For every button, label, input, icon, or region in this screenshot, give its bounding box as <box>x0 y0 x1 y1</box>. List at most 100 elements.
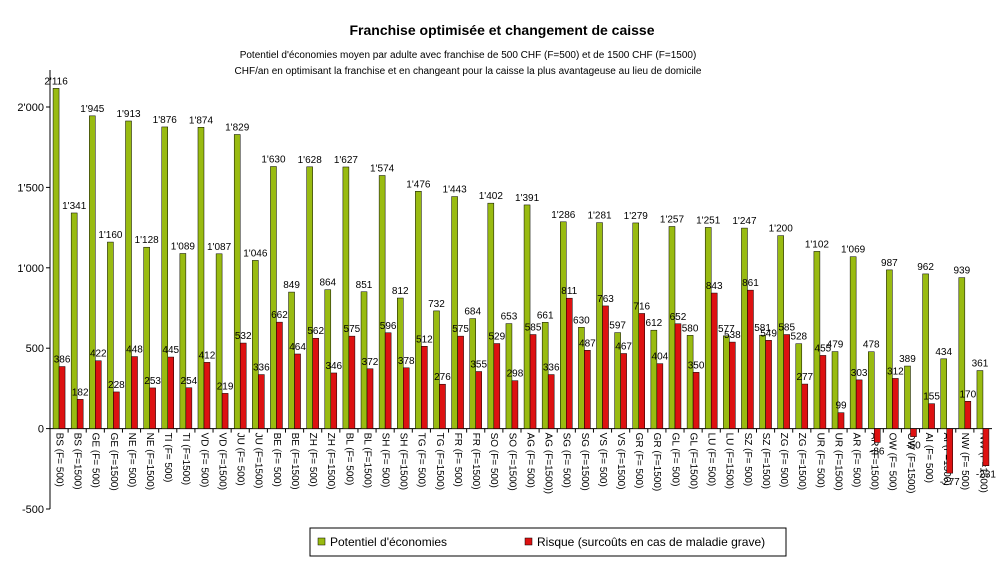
bar <box>306 166 313 429</box>
bar <box>185 387 193 429</box>
bar <box>723 335 730 429</box>
y-tick-label: 500 <box>26 343 44 355</box>
bar <box>560 221 567 429</box>
bar <box>131 356 138 429</box>
x-tick-label: ZH (F= 500) <box>307 433 318 487</box>
value-label: 577 <box>718 324 735 335</box>
bar <box>801 383 809 429</box>
value-label: 467 <box>615 342 632 353</box>
x-tick-label: SZ (F= 500) <box>742 433 753 487</box>
value-label: 386 <box>54 355 71 366</box>
bar <box>439 383 446 429</box>
value-label: 1'046 <box>243 248 268 259</box>
bar <box>312 337 319 429</box>
bar <box>759 334 766 429</box>
value-label: 372 <box>362 357 379 368</box>
bar <box>747 289 754 429</box>
bar <box>632 222 639 429</box>
bar <box>89 115 96 429</box>
value-label: 549 <box>760 328 777 339</box>
value-label: 732 <box>428 299 445 310</box>
bar <box>70 212 78 429</box>
x-tick-label: BL (F=1500) <box>361 433 372 489</box>
bar <box>910 428 917 437</box>
value-label: 1'247 <box>732 216 757 227</box>
value-label: 422 <box>90 349 107 360</box>
bar <box>886 269 893 429</box>
bar <box>946 428 953 474</box>
y-tick-label: 1'500 <box>17 182 44 194</box>
x-tick-label: BE (F= 500) <box>271 433 282 487</box>
x-tick-label: OW (F=1500) <box>905 433 916 494</box>
value-label: 1'128 <box>135 235 160 246</box>
bar <box>511 380 519 429</box>
value-label: 1'945 <box>80 104 105 115</box>
bar <box>330 372 338 429</box>
value-label: 479 <box>827 340 844 351</box>
bar <box>52 88 60 429</box>
value-label: 1'089 <box>171 241 196 252</box>
bar <box>143 246 150 429</box>
bar <box>288 291 295 429</box>
bar <box>874 428 881 443</box>
value-label: 1'628 <box>298 155 323 166</box>
x-tick-label: ZG (F= 500) <box>778 433 789 488</box>
x-tick-label: AR (F= 500) <box>850 433 861 488</box>
value-label: 1'391 <box>515 193 540 204</box>
value-label: 170 <box>959 389 976 400</box>
bar <box>892 378 899 429</box>
bar <box>324 289 332 429</box>
bar <box>964 401 972 429</box>
bar <box>167 356 174 429</box>
bar <box>233 134 241 429</box>
value-label: 580 <box>682 323 699 334</box>
bar <box>161 126 168 429</box>
value-label: 851 <box>356 280 373 291</box>
value-label: 1'160 <box>98 230 123 241</box>
x-tick-label: SZ (F=1500) <box>760 433 771 489</box>
x-tick-label: UR (F=1500) <box>832 433 843 491</box>
value-label: 581 <box>754 323 771 334</box>
value-label: 303 <box>851 368 868 379</box>
value-label: 277 <box>796 372 813 383</box>
bar <box>348 335 356 429</box>
x-tick-label: AG (F= 500) <box>524 433 535 488</box>
bar <box>958 277 966 429</box>
value-label: 532 <box>235 331 252 342</box>
value-label: 652 <box>670 312 687 323</box>
value-label: 336 <box>253 363 270 374</box>
bar <box>855 379 863 429</box>
bar <box>239 342 247 429</box>
y-tick-label: 1'000 <box>17 263 44 275</box>
value-label: -86 <box>870 446 885 457</box>
x-tick-label: GL (F= 500) <box>669 433 680 487</box>
x-tick-label: FR (F= 500) <box>452 433 463 487</box>
bar <box>197 127 205 429</box>
bar <box>868 351 875 429</box>
bar <box>505 323 513 429</box>
subtitle: Potentiel d'économies moyen par adulte a… <box>240 50 697 61</box>
bar <box>922 273 929 429</box>
x-tick-label: SH (F=1500) <box>398 433 409 491</box>
value-label: 361 <box>972 359 989 370</box>
x-tick-label: JU (F= 500) <box>235 433 246 486</box>
legend-box <box>309 527 787 557</box>
bar <box>360 291 368 429</box>
bar <box>294 353 301 429</box>
value-label: 812 <box>392 286 409 297</box>
x-tick-label: BE (F=1500) <box>289 433 300 490</box>
value-label: 312 <box>887 366 904 377</box>
value-label: 455 <box>815 343 832 354</box>
value-label: 1'913 <box>116 109 141 120</box>
x-tick-label: TG (F=1500) <box>434 433 445 491</box>
value-label: 1'874 <box>189 115 214 126</box>
value-label: 487 <box>579 338 596 349</box>
value-label: 445 <box>162 345 179 356</box>
value-label: 1'281 <box>587 211 612 222</box>
bar <box>457 335 464 429</box>
x-tick-label: AR (F=1500) <box>869 433 880 491</box>
value-label: 1'876 <box>153 115 178 126</box>
bar <box>837 412 845 429</box>
value-label: 182 <box>72 387 89 398</box>
